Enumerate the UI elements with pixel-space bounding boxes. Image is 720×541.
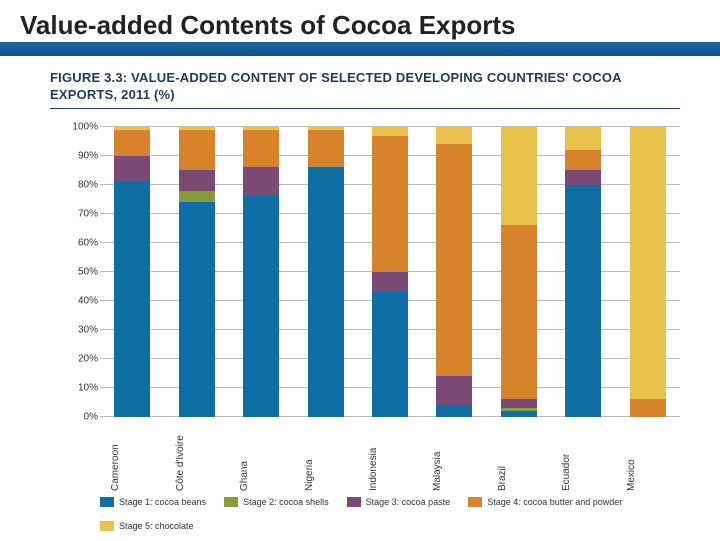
legend-label: Stage 3: cocoa paste xyxy=(366,497,451,507)
bar-segment-stage1 xyxy=(372,292,408,417)
x-tick-label: Brazil xyxy=(497,417,541,497)
bar-segment-stage2 xyxy=(179,191,215,203)
bar-segment-stage5 xyxy=(501,127,537,226)
x-tick-label: Ghana xyxy=(239,417,283,497)
y-tick-label: 60% xyxy=(60,237,98,248)
legend-label: Stage 5: chocolate xyxy=(119,521,194,531)
y-tick-label: 40% xyxy=(60,295,98,306)
legend-label: Stage 4: cocoa butter and powder xyxy=(487,497,622,507)
legend-swatch xyxy=(224,497,238,507)
bar-stack xyxy=(114,127,150,417)
bar-segment-stage4 xyxy=(308,130,344,168)
bar-stack xyxy=(565,127,601,417)
legend-item: Stage 3: cocoa paste xyxy=(347,497,451,507)
bar-segment-stage4 xyxy=(243,130,279,168)
bar-segment-stage3 xyxy=(179,170,215,190)
legend-swatch xyxy=(100,521,114,531)
legend-item: Stage 1: cocoa beans xyxy=(100,497,206,507)
legend-item: Stage 4: cocoa butter and powder xyxy=(468,497,622,507)
y-tick-label: 30% xyxy=(60,324,98,335)
legend-swatch xyxy=(468,497,482,507)
y-tick-label: 70% xyxy=(60,208,98,219)
x-tick-label: Mexico xyxy=(626,417,670,497)
legend-label: Stage 1: cocoa beans xyxy=(119,497,206,507)
bar-column xyxy=(497,127,541,417)
bar-segment-stage1 xyxy=(308,167,344,416)
bar-segment-stage5 xyxy=(630,127,666,400)
bar-segment-stage4 xyxy=(630,399,666,416)
x-tick-label: Nigeria xyxy=(304,417,348,497)
x-tick-label: Indonesia xyxy=(368,417,412,497)
bar-segment-stage4 xyxy=(436,144,472,376)
bar-stack xyxy=(372,127,408,417)
bar-segment-stage3 xyxy=(436,376,472,405)
y-tick-label: 80% xyxy=(60,179,98,190)
legend-swatch xyxy=(347,497,361,507)
bar-stack xyxy=(308,127,344,417)
bar-column xyxy=(561,127,605,417)
y-tick-label: 20% xyxy=(60,353,98,364)
y-tick-label: 90% xyxy=(60,150,98,161)
bar-stack xyxy=(179,127,215,417)
bars-container xyxy=(100,127,680,417)
x-tick-label: Malaysia xyxy=(432,417,476,497)
bar-segment-stage3 xyxy=(565,170,601,185)
bar-column xyxy=(110,127,154,417)
bar-column xyxy=(175,127,219,417)
bar-column xyxy=(368,127,412,417)
y-tick-label: 100% xyxy=(60,121,98,132)
bar-segment-stage3 xyxy=(243,167,279,196)
legend: Stage 1: cocoa beans Stage 2: cocoa shell… xyxy=(100,497,680,531)
bar-segment-stage4 xyxy=(372,136,408,272)
bar-segment-stage4 xyxy=(565,150,601,170)
figure-caption: FIGURE 3.3: VALUE-ADDED CONTENT OF SELEC… xyxy=(50,70,680,109)
bar-column xyxy=(626,127,670,417)
bar-segment-stage3 xyxy=(372,272,408,292)
bar-column xyxy=(432,127,476,417)
bar-segment-stage5 xyxy=(436,127,472,144)
bar-segment-stage4 xyxy=(114,130,150,156)
bar-stack xyxy=(243,127,279,417)
bar-segment-stage5 xyxy=(372,127,408,136)
bar-segment-stage1 xyxy=(179,202,215,417)
legend-label: Stage 2: cocoa shells xyxy=(243,497,329,507)
bar-segment-stage1 xyxy=(436,405,472,417)
bar-segment-stage4 xyxy=(179,130,215,171)
bar-segment-stage5 xyxy=(565,127,601,150)
bar-stack xyxy=(501,127,537,417)
x-tick-label: Côte d'Ivoire xyxy=(175,417,219,497)
x-tick-label: Cameroon xyxy=(110,417,154,497)
y-tick-label: 0% xyxy=(60,411,98,422)
bar-segment-stage4 xyxy=(501,225,537,399)
title-bar: Value-added Contents of Cocoa Exports xyxy=(0,0,720,56)
bar-stack xyxy=(630,127,666,417)
bar-segment-stage3 xyxy=(114,156,150,182)
bar-column xyxy=(239,127,283,417)
bar-segment-stage1 xyxy=(114,182,150,417)
y-tick-label: 50% xyxy=(60,266,98,277)
figure-area: FIGURE 3.3: VALUE-ADDED CONTENT OF SELEC… xyxy=(0,56,720,541)
x-axis-labels: Cameroon Côte d'Ivoire Ghana Nigeria Indones… xyxy=(100,417,680,497)
bar-segment-stage3 xyxy=(501,399,537,408)
legend-item: Stage 5: chocolate xyxy=(100,521,194,531)
y-tick-label: 10% xyxy=(60,382,98,393)
slide: Value-added Contents of Cocoa Exports FI… xyxy=(0,0,720,540)
legend-item: Stage 2: cocoa shells xyxy=(224,497,329,507)
x-tick-label: Ecuador xyxy=(561,417,605,497)
bar-stack xyxy=(436,127,472,417)
bar-segment-stage1 xyxy=(565,185,601,417)
slide-title: Value-added Contents of Cocoa Exports xyxy=(20,10,700,41)
bar-column xyxy=(304,127,348,417)
legend-swatch xyxy=(100,497,114,507)
bar-segment-stage1 xyxy=(243,196,279,416)
chart: 0%10%20%30%40%50%60%70%80%90%100% xyxy=(60,127,680,417)
